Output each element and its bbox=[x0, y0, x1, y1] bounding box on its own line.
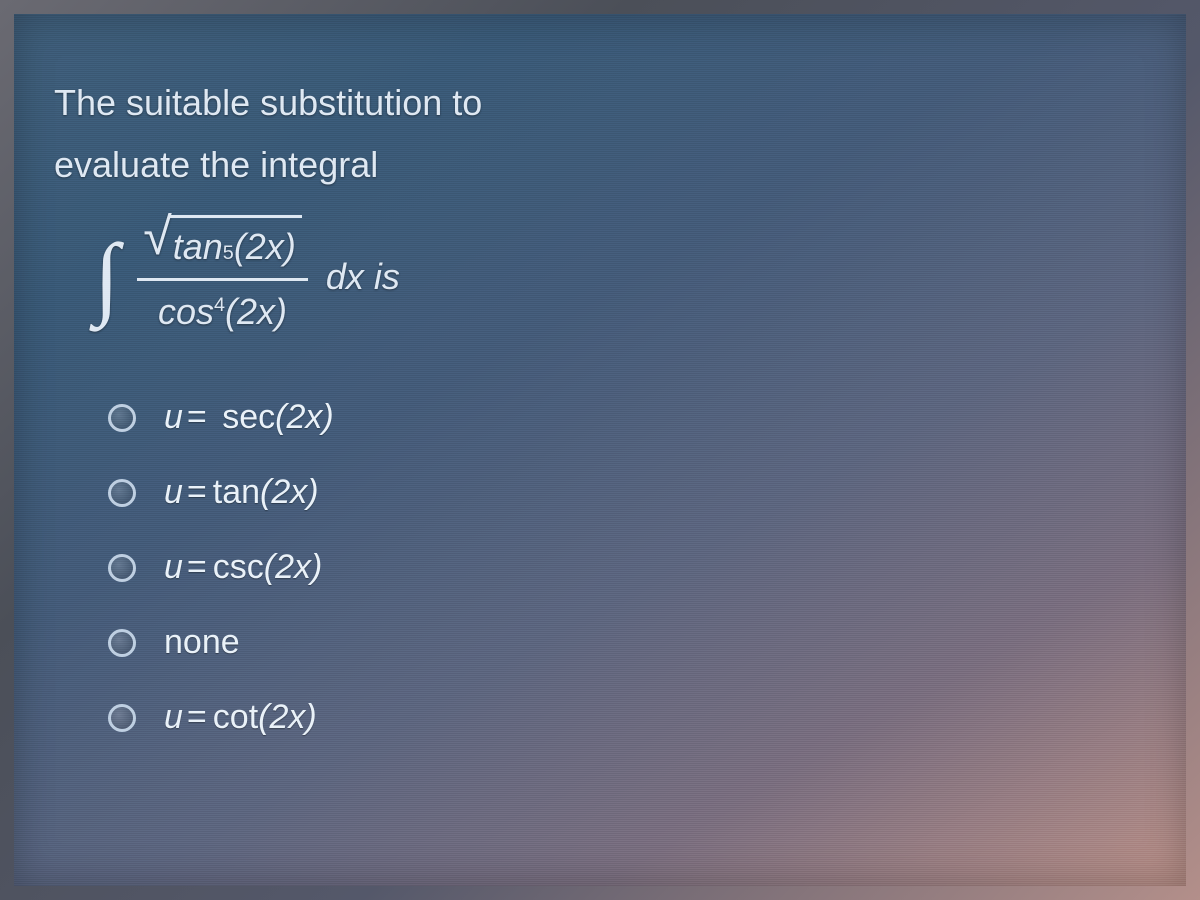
radio-icon bbox=[108, 629, 136, 657]
integral-sign: ∫ bbox=[94, 240, 119, 314]
tan-exp: 5 bbox=[223, 238, 234, 270]
tan-fn: tan bbox=[173, 218, 223, 276]
options-group: u= sec(2x) u=tan(2x) u=csc(2x) none bbox=[108, 398, 1146, 737]
radio-icon bbox=[108, 704, 136, 732]
option-label: none bbox=[164, 623, 240, 662]
option-tan-2x[interactable]: u=tan(2x) bbox=[108, 473, 1146, 512]
denominator: cos4(2x) bbox=[152, 281, 293, 343]
stem-line-1: The suitable substitution to bbox=[54, 74, 1146, 132]
option-label: u=cot(2x) bbox=[164, 698, 317, 737]
tan-arg: (2x) bbox=[234, 218, 296, 276]
square-root: √ tan5(2x) bbox=[143, 215, 302, 276]
radio-icon bbox=[108, 479, 136, 507]
radio-icon bbox=[108, 404, 136, 432]
option-none[interactable]: none bbox=[108, 623, 1146, 662]
option-label: u=csc(2x) bbox=[164, 548, 322, 587]
integral-expression: ∫ √ tan5(2x) cos4(2x) bbox=[94, 211, 1146, 342]
fraction: √ tan5(2x) cos4(2x) bbox=[137, 211, 308, 342]
radicand: tan5(2x) bbox=[169, 215, 302, 276]
cos-fn: cos bbox=[158, 291, 214, 332]
option-cot-2x[interactable]: u=cot(2x) bbox=[108, 698, 1146, 737]
numerator: √ tan5(2x) bbox=[137, 211, 308, 278]
question-panel: The suitable substitution to evaluate th… bbox=[14, 14, 1186, 886]
stem-line-2: evaluate the integral bbox=[54, 136, 1146, 194]
cos-arg: (2x) bbox=[225, 291, 287, 332]
screen-frame: The suitable substitution to evaluate th… bbox=[0, 0, 1200, 900]
option-label: u=tan(2x) bbox=[164, 473, 319, 512]
question-stem: The suitable substitution to evaluate th… bbox=[54, 74, 1146, 342]
radical-symbol: √ bbox=[143, 215, 172, 276]
option-label: u= sec(2x) bbox=[164, 398, 334, 437]
option-csc-2x[interactable]: u=csc(2x) bbox=[108, 548, 1146, 587]
cos-exp: 4 bbox=[214, 294, 225, 316]
radio-icon bbox=[108, 554, 136, 582]
option-sec-2x[interactable]: u= sec(2x) bbox=[108, 398, 1146, 437]
dx-is: dx is bbox=[326, 248, 400, 306]
